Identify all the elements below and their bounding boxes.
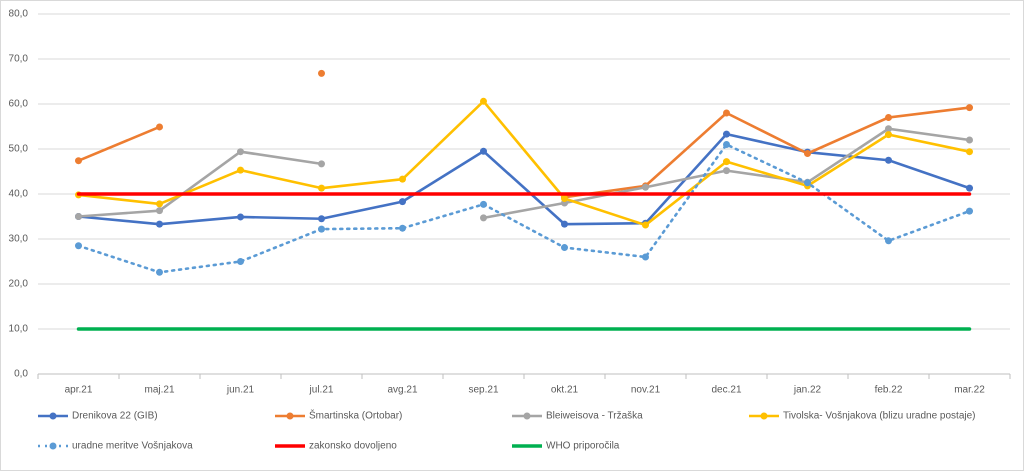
data-point <box>723 158 730 166</box>
x-tick-label: sep.21 <box>468 385 498 396</box>
y-tick-label: 70,0 <box>9 54 29 65</box>
data-point <box>480 214 487 222</box>
data-point <box>885 125 892 133</box>
data-point <box>318 69 325 77</box>
data-point <box>642 221 649 229</box>
data-point <box>318 160 325 168</box>
x-tick-label: maj.21 <box>144 385 174 396</box>
data-point <box>399 224 406 232</box>
data-point <box>318 184 325 192</box>
data-point <box>156 220 163 228</box>
x-tick-label: okt.21 <box>551 385 579 396</box>
data-point <box>885 114 892 121</box>
data-point <box>75 213 82 220</box>
data-point <box>966 136 973 144</box>
legend-marker <box>286 412 294 420</box>
x-tick-label: jun.21 <box>226 385 255 396</box>
legend-label: uradne meritve Vošnjakova <box>72 441 193 452</box>
data-point <box>723 130 730 138</box>
x-tick-label: nov.21 <box>631 385 661 396</box>
data-point <box>723 109 730 117</box>
data-point <box>156 207 163 215</box>
y-tick-label: 60,0 <box>9 99 29 110</box>
x-tick-label: feb.22 <box>875 385 903 396</box>
series-line <box>77 125 161 162</box>
data-point <box>804 150 811 157</box>
y-tick-label: 80,0 <box>9 9 29 20</box>
series-line <box>77 150 323 218</box>
data-point <box>804 179 811 187</box>
x-tick-label: jan.22 <box>793 385 822 396</box>
legend-marker <box>49 442 57 450</box>
y-tick-label: 20,0 <box>9 279 29 290</box>
data-point <box>75 242 82 250</box>
x-tick-label: avg.21 <box>387 385 417 396</box>
x-tick-label: dec.21 <box>711 385 741 396</box>
data-point <box>966 207 973 215</box>
data-point <box>561 195 568 202</box>
legend-label: zakonsko dovoljeno <box>309 441 397 452</box>
data-point <box>480 97 487 105</box>
data-point <box>885 156 892 164</box>
data-point <box>966 104 973 112</box>
data-point <box>318 215 325 223</box>
data-point <box>237 166 244 174</box>
data-point <box>885 131 892 139</box>
data-point <box>318 225 325 233</box>
legend-label: Drenikova 22 (GIB) <box>72 411 158 422</box>
data-point <box>723 141 730 148</box>
legend-marker <box>760 412 768 420</box>
data-point <box>156 268 163 276</box>
data-point <box>642 183 649 191</box>
data-point <box>966 148 973 156</box>
data-point <box>237 258 244 265</box>
x-tick-label: apr.21 <box>65 385 93 396</box>
legend-label: Bleiweisova - Tržaška <box>546 411 643 422</box>
series-line <box>77 132 971 226</box>
y-tick-label: 0,0 <box>14 369 28 380</box>
data-point <box>723 167 730 175</box>
data-point <box>237 213 244 221</box>
data-point <box>399 198 406 206</box>
data-point <box>156 200 163 208</box>
legend-label: WHO priporočila <box>546 441 620 452</box>
data-point <box>156 123 163 131</box>
legend-marker <box>523 412 531 420</box>
x-tick-label: mar.22 <box>954 385 985 396</box>
legend-label: Tivolska- Vošnjakova (blizu uradne posta… <box>783 411 976 422</box>
y-tick-label: 10,0 <box>9 324 29 335</box>
data-point <box>480 147 487 155</box>
series-line <box>77 143 971 274</box>
data-point <box>642 253 649 261</box>
data-point <box>561 220 568 228</box>
y-tick-label: 50,0 <box>9 144 29 155</box>
legend-label: Šmartinska (Ortobar) <box>309 409 402 422</box>
data-point <box>885 237 892 245</box>
x-tick-label: jul.21 <box>309 385 334 396</box>
y-tick-label: 30,0 <box>9 234 29 245</box>
series-line <box>563 106 971 199</box>
data-point <box>399 175 406 183</box>
data-point <box>75 157 82 165</box>
data-point <box>237 148 244 156</box>
series-line <box>77 100 971 227</box>
legend-marker <box>49 412 57 420</box>
y-tick-label: 40,0 <box>9 189 29 200</box>
data-point <box>966 184 973 192</box>
data-point <box>561 244 568 252</box>
data-point <box>480 200 487 208</box>
